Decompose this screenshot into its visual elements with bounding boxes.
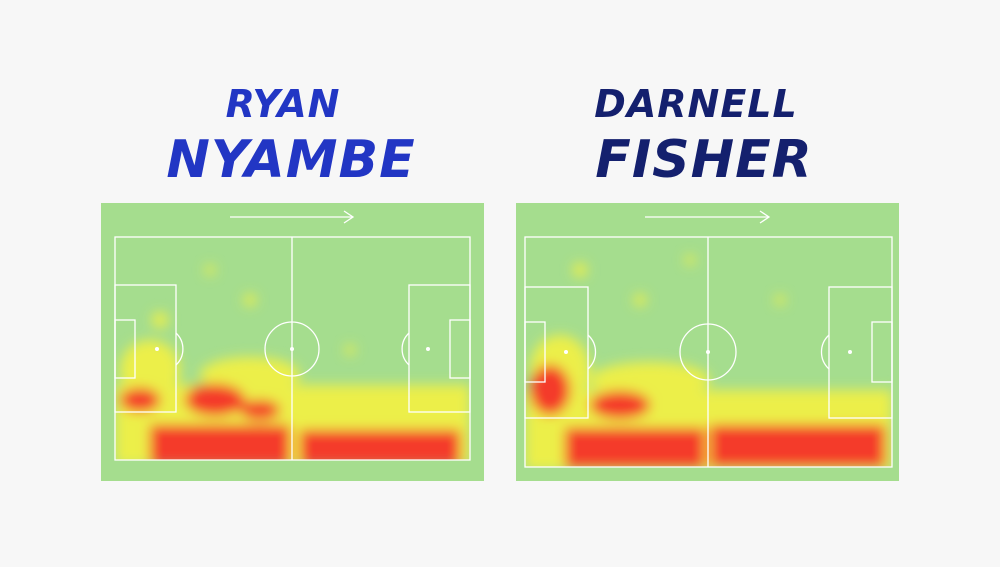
pitch: [101, 203, 484, 481]
pitch: [516, 203, 899, 481]
first-name: DARNELL: [594, 82, 797, 126]
last-name: FISHER: [595, 130, 812, 190]
first-name: RYAN: [226, 82, 341, 126]
last-name: NYAMBE: [166, 130, 415, 190]
